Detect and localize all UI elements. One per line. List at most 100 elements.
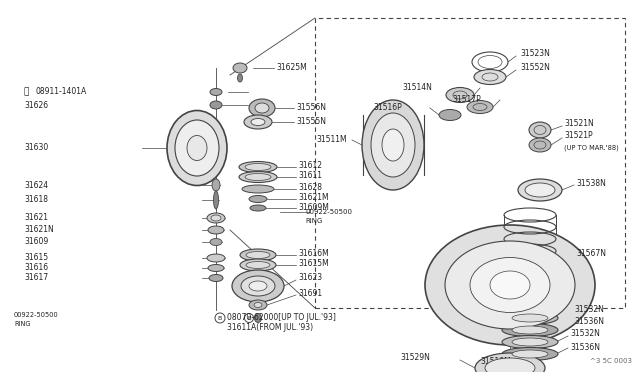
Ellipse shape <box>187 135 207 160</box>
Text: 31612: 31612 <box>298 160 322 170</box>
Text: 31538N: 31538N <box>576 179 606 187</box>
Ellipse shape <box>490 271 530 299</box>
Ellipse shape <box>502 336 558 349</box>
Text: 00922-50500: 00922-50500 <box>14 312 59 318</box>
Ellipse shape <box>239 161 277 173</box>
Ellipse shape <box>232 270 284 302</box>
Ellipse shape <box>249 281 267 291</box>
Text: 31628: 31628 <box>298 183 322 192</box>
Ellipse shape <box>208 226 224 234</box>
Ellipse shape <box>502 311 558 324</box>
Text: ^3 5C 0003: ^3 5C 0003 <box>590 358 632 364</box>
Text: 31630: 31630 <box>24 144 48 153</box>
Ellipse shape <box>251 119 265 125</box>
Text: 31552N: 31552N <box>520 64 550 73</box>
Ellipse shape <box>167 110 227 186</box>
Text: 31626: 31626 <box>24 100 48 109</box>
Text: 31536N: 31536N <box>574 317 604 327</box>
Ellipse shape <box>175 120 219 176</box>
Ellipse shape <box>212 179 220 191</box>
Text: 31616: 31616 <box>24 263 48 272</box>
Text: 31521P: 31521P <box>564 131 593 141</box>
Ellipse shape <box>246 251 270 259</box>
Text: 31621N: 31621N <box>24 225 54 234</box>
Ellipse shape <box>382 129 404 161</box>
Text: RING: RING <box>14 321 31 327</box>
Ellipse shape <box>245 164 271 170</box>
Ellipse shape <box>446 87 474 103</box>
Text: 31511M: 31511M <box>316 135 347 144</box>
Text: 31510M: 31510M <box>480 357 511 366</box>
Text: 31532N: 31532N <box>570 330 600 339</box>
Ellipse shape <box>255 103 269 113</box>
Ellipse shape <box>467 100 493 113</box>
Ellipse shape <box>362 100 424 190</box>
Text: 31555N: 31555N <box>296 118 326 126</box>
Text: 31617: 31617 <box>24 273 48 282</box>
Ellipse shape <box>246 262 270 269</box>
Text: 31516P: 31516P <box>373 103 402 112</box>
Text: 31556N: 31556N <box>296 103 326 112</box>
Ellipse shape <box>214 191 218 209</box>
Text: 31567N: 31567N <box>576 248 606 257</box>
Bar <box>315 18 625 308</box>
Ellipse shape <box>425 225 595 345</box>
Ellipse shape <box>210 238 222 246</box>
Ellipse shape <box>525 183 555 197</box>
Ellipse shape <box>502 324 558 337</box>
Ellipse shape <box>512 314 548 322</box>
Text: 31609M: 31609M <box>298 202 329 212</box>
Ellipse shape <box>210 89 222 96</box>
Ellipse shape <box>249 300 267 310</box>
Ellipse shape <box>512 338 548 346</box>
Ellipse shape <box>240 259 276 271</box>
Text: 31609: 31609 <box>24 237 48 247</box>
Text: 00922-50500: 00922-50500 <box>305 209 352 215</box>
Ellipse shape <box>371 113 415 177</box>
Text: Ⓝ: Ⓝ <box>24 87 29 96</box>
Text: RING: RING <box>305 218 323 224</box>
Ellipse shape <box>211 215 221 221</box>
Text: 31615M: 31615M <box>298 260 329 269</box>
Text: 31529N: 31529N <box>400 353 430 362</box>
Ellipse shape <box>475 353 545 372</box>
Text: (UP TO MAR.'88): (UP TO MAR.'88) <box>564 145 619 151</box>
Ellipse shape <box>210 101 222 109</box>
Text: 31625M: 31625M <box>276 64 307 73</box>
Text: 31536N: 31536N <box>570 343 600 352</box>
Text: 31523N: 31523N <box>520 49 550 58</box>
Text: 31514N: 31514N <box>402 83 432 93</box>
Ellipse shape <box>445 241 575 329</box>
Text: 31621M: 31621M <box>298 192 328 202</box>
Text: 31624: 31624 <box>24 180 48 189</box>
Text: 31611A(FROM JUL.'93): 31611A(FROM JUL.'93) <box>227 324 313 333</box>
Ellipse shape <box>249 99 275 117</box>
Text: 31623: 31623 <box>298 273 322 282</box>
Ellipse shape <box>485 358 535 372</box>
Ellipse shape <box>242 185 274 193</box>
Text: 31521N: 31521N <box>564 119 594 128</box>
Text: 31616M: 31616M <box>298 248 329 257</box>
Ellipse shape <box>241 276 275 296</box>
Text: 08911-1401A: 08911-1401A <box>36 87 87 96</box>
Ellipse shape <box>254 302 262 308</box>
Ellipse shape <box>474 70 506 84</box>
Text: 31615: 31615 <box>24 253 48 262</box>
Ellipse shape <box>439 109 461 121</box>
Ellipse shape <box>512 350 548 358</box>
Text: B: B <box>218 315 222 321</box>
Ellipse shape <box>502 347 558 360</box>
Text: 31691: 31691 <box>298 289 322 298</box>
Text: 31611: 31611 <box>298 170 322 180</box>
Ellipse shape <box>245 173 271 180</box>
Ellipse shape <box>233 63 247 73</box>
Ellipse shape <box>529 138 551 152</box>
Text: B: B <box>247 315 251 321</box>
Ellipse shape <box>529 122 551 138</box>
Ellipse shape <box>239 171 277 183</box>
Ellipse shape <box>249 196 267 202</box>
Ellipse shape <box>255 314 262 323</box>
Text: 31517P: 31517P <box>452 96 481 105</box>
Text: 31621: 31621 <box>24 214 48 222</box>
Ellipse shape <box>250 205 266 211</box>
